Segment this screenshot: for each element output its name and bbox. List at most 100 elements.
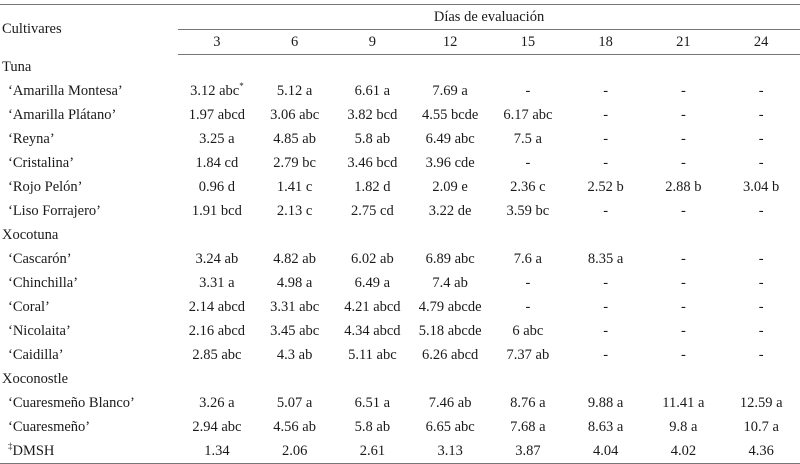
table-row: ‘Amarilla Montesa’ 3.12 abc* 5.12 a 6.61 a 7… <box>0 79 800 103</box>
table-row: ‘Cuaresmeño’ 2.94 abc 4.56 ab 5.8 ab 6.65 ab… <box>0 415 800 439</box>
value-text: 2.85 abc <box>192 346 242 363</box>
table-row: ‘Nicolaita’ 2.16 abcd 3.45 abc 4.34 abcd 5.1… <box>0 319 800 343</box>
dias-evaluacion-header: Días de evaluación <box>178 4 800 30</box>
value-text: - <box>758 322 764 339</box>
cultivar-name: ‘Caidilla’ <box>8 346 64 363</box>
value-cell: 3.26 a <box>178 391 256 415</box>
value-text: - <box>680 106 686 123</box>
value-cell: 3.25 a <box>178 127 256 151</box>
table-row: ‘Cristalina’ 1.84 cd 2.79 bc 3.46 bcd 3.96 c… <box>0 151 800 175</box>
value-cell: 7.4 ab <box>411 271 489 295</box>
value-cell: 11.41 a <box>645 391 723 415</box>
value-text: 10.7 a <box>743 418 779 435</box>
value-cell: 2.52 b <box>567 175 645 199</box>
value-cell: 3.22 de <box>411 199 489 223</box>
value-text: 2.16 abcd <box>188 322 246 339</box>
value-text: 2.94 abc <box>192 418 242 435</box>
value-cell: 8.63 a <box>567 415 645 439</box>
value-text: 6 abc <box>512 322 544 339</box>
value-cell: 3.12 abc* <box>178 79 256 103</box>
footnote-marker: ‡ <box>8 440 13 451</box>
table-row: ‘Cuaresmeño Blanco’ 3.26 a 5.07 a 6.51 a 7.4… <box>0 391 800 415</box>
value-cell: - <box>722 103 800 127</box>
value-text: 7.5 a <box>513 130 542 147</box>
value-text: 3.46 bcd <box>347 154 398 171</box>
value-cell: 6.17 abc <box>489 103 567 127</box>
value-text: 2.79 bc <box>273 154 316 171</box>
value-cell: 5.8 ab <box>334 415 412 439</box>
value-text: 2.13 c <box>276 202 313 219</box>
value-text: 6.51 a <box>354 394 391 411</box>
cultivar-name: ‘Coral’ <box>8 298 50 315</box>
value-cell: - <box>645 79 723 103</box>
value-text: 6.26 abcd <box>421 346 479 363</box>
value-text: 4.82 ab <box>273 250 316 267</box>
value-text: - <box>758 274 764 291</box>
value-cell: 6.49 abc <box>411 127 489 151</box>
value-cell: 6.61 a <box>334 79 412 103</box>
dmsh-value: 4.04 <box>566 439 645 464</box>
value-cell: 5.11 abc <box>334 343 412 367</box>
value-cell: 2.75 cd <box>334 199 412 223</box>
cultivar-name: ‘Rojo Pelón’ <box>8 178 83 195</box>
value-cell: 6.89 abc <box>411 247 489 271</box>
value-text: - <box>525 154 531 171</box>
cultivar-name: ‘Cristalina’ <box>8 154 75 171</box>
value-text: 0.96 d <box>198 178 235 195</box>
value-cell: 4.3 ab <box>256 343 334 367</box>
value-text: 3.24 ab <box>195 250 239 267</box>
table-row: ‘Liso Forrajero’ 1.91 bcd 2.13 c 2.75 cd 3.2… <box>0 199 800 223</box>
value-text: - <box>603 298 609 315</box>
value-text: 3.31 abc <box>270 298 320 315</box>
value-text: 6.49 abc <box>425 130 475 147</box>
value-cell: 1.82 d <box>334 175 412 199</box>
value-cell: 10.7 a <box>722 415 800 439</box>
day-header: 9 <box>333 29 412 55</box>
value-text: - <box>680 274 686 291</box>
value-cell: 3.06 abc <box>256 103 334 127</box>
table-row: ‘Coral’ 2.14 abcd 3.31 abc 4.21 abcd 4.79 ab… <box>0 295 800 319</box>
value-cell: 4.82 ab <box>256 247 334 271</box>
value-text: 3.06 abc <box>270 106 320 123</box>
value-text: 8.63 a <box>587 418 624 435</box>
value-text: - <box>680 250 686 267</box>
value-cell: 2.36 c <box>489 175 567 199</box>
value-text: - <box>758 250 764 267</box>
value-cell: 7.5 a <box>489 127 567 151</box>
value-cell: 6.51 a <box>334 391 412 415</box>
value-cell: - <box>567 319 645 343</box>
table-row: ‘Rojo Pelón’ 0.96 d 1.41 c 1.82 d 2.09 e 2.36… <box>0 175 800 199</box>
value-cell: - <box>645 295 723 319</box>
value-text: 4.21 abcd <box>344 298 401 315</box>
value-text: 7.69 a <box>432 82 468 99</box>
value-text: 2.09 e <box>432 178 468 195</box>
value-text: 1.91 bcd <box>191 202 242 219</box>
value-cell: 6.02 ab <box>334 247 412 271</box>
value-cell: - <box>722 127 800 151</box>
value-cell: 0.96 d <box>178 175 256 199</box>
value-text: 9.8 a <box>669 418 698 435</box>
value-cell: 7.69 a <box>411 79 489 103</box>
value-cell: 2.94 abc <box>178 415 256 439</box>
value-text: 9.88 a <box>587 394 624 411</box>
value-text: 3.25 a <box>199 130 235 147</box>
value-cell: 2.16 abcd <box>178 319 256 343</box>
value-cell: 2.88 b <box>645 175 723 199</box>
value-text: 7.68 a <box>510 418 546 435</box>
value-cell: - <box>722 199 800 223</box>
value-text: 1.41 c <box>276 178 313 195</box>
value-text: - <box>680 298 686 315</box>
value-cell: 3.59 bc <box>489 199 567 223</box>
value-text: - <box>680 130 686 147</box>
value-text: - <box>680 322 686 339</box>
value-text: - <box>758 82 764 99</box>
value-cell: - <box>567 295 645 319</box>
dmsh-value: 2.06 <box>255 439 334 464</box>
value-text: 1.97 abcd <box>188 106 246 123</box>
value-text: 2.75 cd <box>351 202 394 219</box>
results-table: Cultivares Días de evaluación 3 6 9 12 15 18 2… <box>0 4 800 464</box>
value-text: 3.04 b <box>743 178 780 195</box>
day-header: 24 <box>722 29 800 55</box>
value-text: 7.46 ab <box>428 394 472 411</box>
value-text: 5.8 ab <box>354 418 391 435</box>
